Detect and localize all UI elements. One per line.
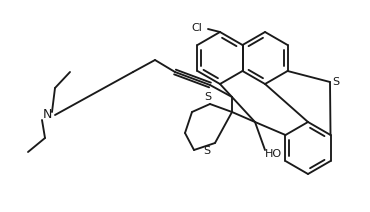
Text: HO: HO bbox=[265, 149, 282, 159]
Text: S: S bbox=[203, 146, 210, 156]
Text: N: N bbox=[42, 109, 52, 121]
Text: S: S bbox=[205, 92, 212, 102]
Text: Cl: Cl bbox=[191, 23, 202, 33]
Text: S: S bbox=[332, 77, 339, 87]
